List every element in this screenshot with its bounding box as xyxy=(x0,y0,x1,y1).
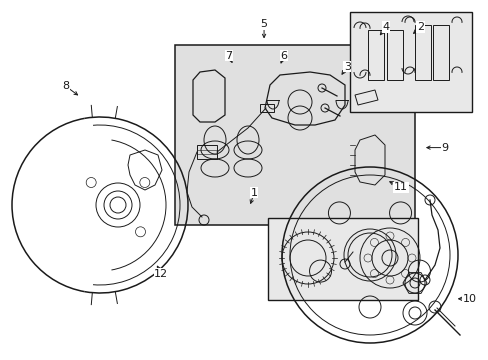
Bar xyxy=(175,45,414,225)
Text: 7: 7 xyxy=(225,51,232,61)
Text: 12: 12 xyxy=(154,269,168,279)
Text: 3: 3 xyxy=(343,62,350,72)
Bar xyxy=(386,30,402,80)
Text: 11: 11 xyxy=(393,182,407,192)
Bar xyxy=(349,12,471,112)
Bar xyxy=(367,30,383,80)
Bar xyxy=(197,145,217,159)
Text: 1: 1 xyxy=(250,188,257,198)
Bar xyxy=(260,104,273,112)
Bar xyxy=(432,25,448,80)
Text: 5: 5 xyxy=(260,19,267,30)
Text: 6: 6 xyxy=(280,51,286,61)
Text: 8: 8 xyxy=(62,81,69,91)
Text: 10: 10 xyxy=(462,294,475,304)
Bar xyxy=(414,25,430,80)
Text: 4: 4 xyxy=(382,22,389,32)
Bar xyxy=(267,218,417,300)
Text: 9: 9 xyxy=(441,143,447,153)
Text: 2: 2 xyxy=(416,22,423,32)
